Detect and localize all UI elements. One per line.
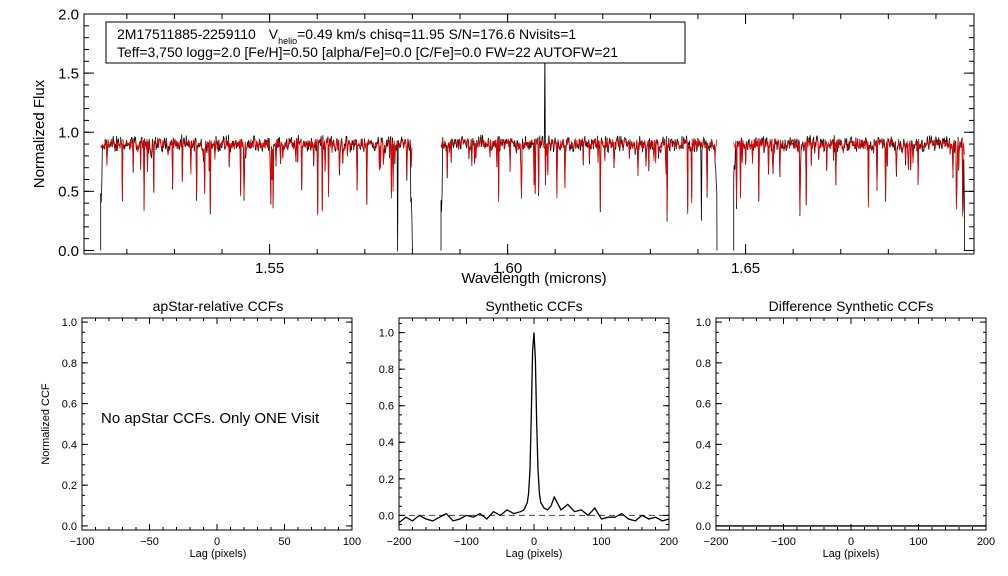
- y-tick-label: 0.4: [62, 439, 77, 451]
- v-helio-subscript: helio: [278, 36, 297, 46]
- x-tick-label: −100: [70, 536, 95, 548]
- x-tick-label: 50: [278, 536, 290, 548]
- apstar-ccf-panel: apStar-relative CCFs −100 −50 0 50 100 0.0 0.2…: [40, 298, 361, 560]
- y-tick-label: 0.6: [379, 401, 394, 413]
- x-tick-label: 200: [660, 536, 678, 548]
- x-tick-label: 0: [848, 536, 854, 548]
- y-tick-label: 0.8: [62, 358, 77, 370]
- difference-ccf-xlabel: Lag (pixels): [823, 548, 880, 560]
- y-tick-label: 1.0: [58, 125, 79, 142]
- difference-ccf-axes-frame: [715, 317, 987, 531]
- y-tick-label: 0.4: [379, 437, 394, 449]
- y-tick-label: 0.8: [379, 364, 394, 376]
- y-tick-label: 0.0: [58, 243, 79, 260]
- model-spectrum-chip-2: [440, 137, 718, 218]
- x-tick-label: −200: [387, 536, 412, 548]
- y-tick-label: 1.0: [696, 317, 711, 329]
- y-tick-label: 0.5: [58, 184, 79, 201]
- apstar-ccf-ticks: −100 −50 0 50 100 0.0 0.2 0.4 0.6 0.8 1.0: [62, 317, 361, 548]
- x-tick-label: −50: [140, 536, 159, 548]
- x-tick-label: 1.55: [255, 260, 284, 277]
- spectrum-info-box: [105, 21, 686, 64]
- y-tick-label: 0.2: [379, 474, 394, 486]
- spectrum-info-line-2: Teff=3,750 logg=2.0 [Fe/H]=0.50 [alpha/F…: [117, 44, 618, 60]
- x-tick-label: 200: [977, 536, 995, 548]
- v-helio-symbol: V: [269, 26, 279, 42]
- v-helio-and-stats: =0.49 km/s chisq=11.95 S/N=176.6 Nvisits…: [297, 26, 576, 42]
- observed-spectrum-chip-2: [440, 44, 718, 251]
- spectrum-plot-area: [100, 44, 965, 252]
- x-tick-label: 100: [592, 536, 610, 548]
- y-tick-label: 2.0: [58, 6, 79, 23]
- x-tick-label: −100: [771, 536, 796, 548]
- y-tick-label: 0.6: [62, 399, 77, 411]
- y-tick-label: 0.6: [696, 399, 711, 411]
- x-tick-label: 1.60: [493, 260, 522, 277]
- spectrum-xlabel: Wavelength (microns): [461, 270, 606, 287]
- x-tick-label: 100: [343, 536, 361, 548]
- y-tick-label: 1.5: [58, 66, 79, 83]
- synthetic-ccf-ticks: −200 −100 0 100 200 0.0 0.2 0.4 0.6 0.8 1.0: [379, 318, 678, 548]
- model-spectrum-chip-3: [733, 137, 965, 217]
- synthetic-ccf-xlabel: Lag (pixels): [506, 548, 563, 560]
- y-tick-label: 1.0: [62, 317, 77, 329]
- difference-ccf-title: Difference Synthetic CCFs: [769, 298, 934, 314]
- y-tick-label: 0.2: [696, 480, 711, 492]
- x-tick-label: 0: [214, 536, 220, 548]
- difference-ccf-ticks: −200 −100 0 100 200 0.0 0.2 0.4 0.6 0.8 1.0: [696, 317, 995, 548]
- star-id: 2M17511885-2259110: [117, 26, 256, 42]
- no-apstar-ccf-message: No apStar CCFs. Only ONE Visit: [101, 410, 320, 427]
- x-tick-label: −100: [454, 536, 479, 548]
- x-tick-label: 100: [909, 536, 927, 548]
- y-tick-label: 0.0: [696, 521, 711, 533]
- synthetic-ccf-title: Synthetic CCFs: [485, 298, 582, 314]
- spectrum-panel: 1.55 1.60 1.65 0.0 0.5 1.0 1.5 2.0 Normalized F…: [31, 6, 975, 287]
- y-tick-label: 1.0: [379, 328, 394, 340]
- synthetic-ccf-plot-area: [398, 332, 670, 524]
- y-tick-label: 0.2: [62, 480, 77, 492]
- spectrum-ylabel: Normalized Flux: [31, 79, 48, 188]
- y-tick-label: 0.8: [696, 358, 711, 370]
- spectrum-info-line-1: 2M17511885-2259110 Vhelio=0.49 km/s chis…: [117, 26, 576, 46]
- y-tick-label: 0.0: [62, 521, 77, 533]
- x-tick-label: 0: [531, 536, 537, 548]
- synthetic-ccf-panel: Synthetic CCFs −200 −100 0 100 200 0.0 0.2 0.4 0…: [379, 298, 678, 560]
- y-tick-label: 0.4: [696, 439, 711, 451]
- spectrum-ticks: 1.55 1.60 1.65 0.0 0.5 1.0 1.5 2.0: [58, 6, 974, 277]
- apstar-ccf-xlabel: Lag (pixels): [190, 548, 247, 560]
- synthetic-ccf-line: [398, 332, 670, 524]
- spectrum-axes-frame: [83, 13, 975, 255]
- difference-ccf-panel: Difference Synthetic CCFs −200 −100 0 100 20…: [696, 298, 995, 560]
- synthetic-ccf-axes-frame: [398, 317, 670, 531]
- x-tick-label: −200: [704, 536, 729, 548]
- x-tick-label: 1.65: [731, 260, 760, 277]
- y-tick-label: 0.0: [379, 510, 394, 522]
- model-spectrum-chip-1: [100, 137, 413, 216]
- apstar-ccf-ylabel: Normalized CCF: [40, 383, 52, 465]
- apstar-ccf-title: apStar-relative CCFs: [153, 298, 284, 314]
